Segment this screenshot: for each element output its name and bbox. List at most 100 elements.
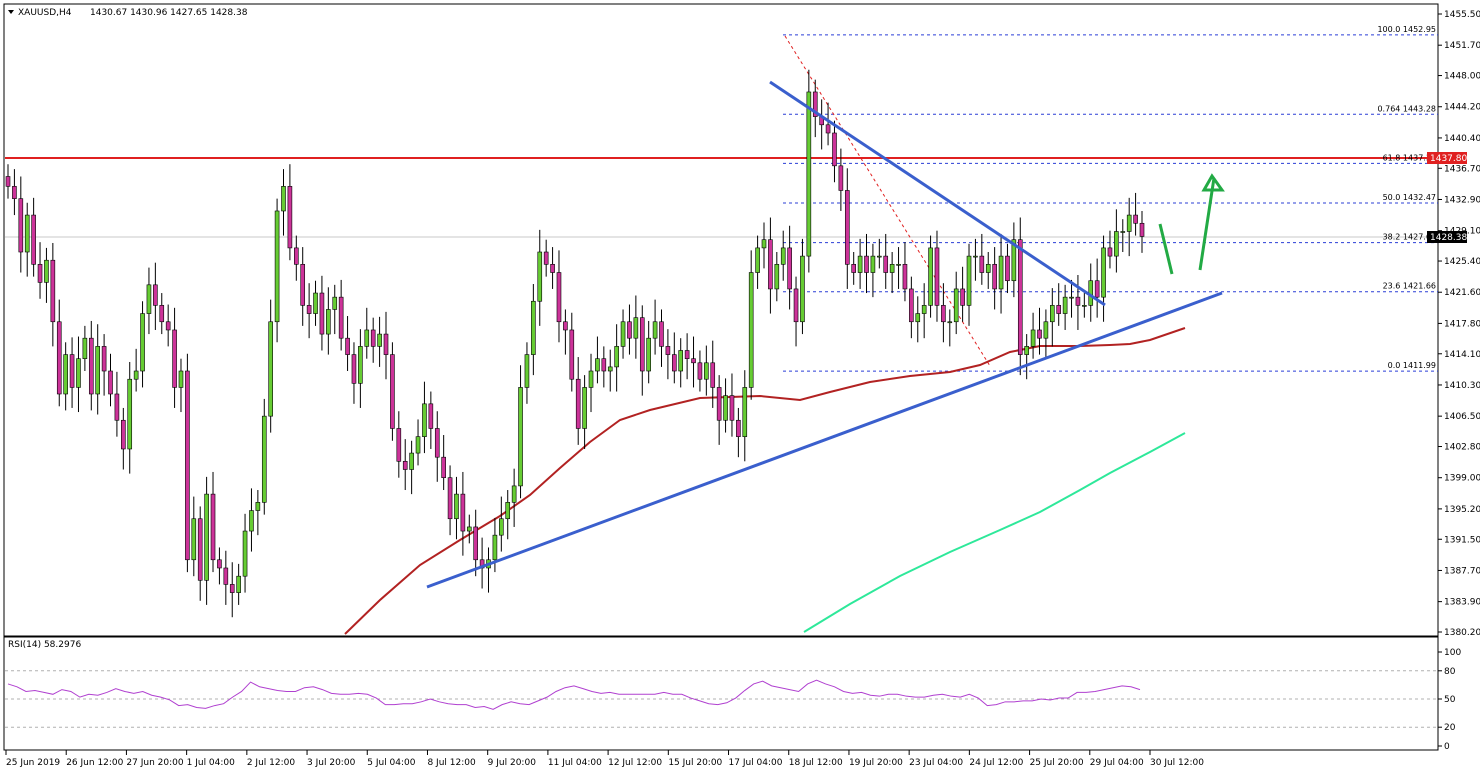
price-axis: 1455.50 1451.70 1448.00 1444.20 1440.40 1436.… — [1438, 10, 1480, 638]
dropdown-triangle-icon[interactable] — [8, 10, 14, 14]
rsi-tick-label: 80 — [1444, 667, 1456, 677]
time-tick-label: 3 Jul 20:00 — [307, 758, 356, 768]
trendline — [426, 291, 1223, 589]
candle-bullish — [1101, 247, 1106, 298]
price-tick-label: 1448.00 — [1444, 72, 1480, 82]
candle-bullish — [364, 329, 370, 347]
candle-bearish — [402, 460, 408, 470]
price-tick-label: 1417.80 — [1444, 319, 1480, 329]
price-tick-label: 1414.10 — [1444, 350, 1480, 360]
price-tick-label: 1383.90 — [1444, 598, 1480, 608]
candle-bullish — [261, 415, 267, 503]
time-tick-label: 9 Jul 20:00 — [488, 758, 537, 768]
price-tick-label: 1455.50 — [1444, 10, 1480, 20]
fib-level-label: 0.764 1443.28 — [1377, 104, 1436, 113]
candle-bullish — [242, 530, 248, 577]
symbol-label: XAUUSD,H4 — [18, 8, 72, 18]
candle-bearish — [153, 284, 158, 306]
candle-bullish — [915, 313, 921, 323]
candle-bearish — [1133, 214, 1138, 224]
candle-bullish — [1126, 214, 1132, 232]
candle-bullish — [588, 370, 594, 388]
candle-bearish — [768, 239, 773, 290]
resistance-price-tag-bg — [1427, 152, 1467, 164]
candle-bullish — [358, 346, 363, 384]
candle-bullish — [806, 91, 812, 257]
candle-bullish — [607, 366, 613, 372]
candle-bearish — [447, 477, 453, 520]
resistance-price-tag: 1437.80 — [1430, 154, 1467, 164]
fib-level-label: 100.0 1452.95 — [1377, 25, 1436, 34]
price-tick-label: 1402.80 — [1444, 443, 1480, 453]
candle-bullish — [95, 346, 100, 395]
candle-bearish — [460, 493, 466, 532]
candle-bullish — [633, 317, 639, 339]
candle-bearish — [1094, 280, 1100, 298]
candle-bearish — [229, 584, 235, 593]
candle-bullish — [742, 387, 748, 437]
candle-bearish — [69, 354, 75, 388]
time-tick-label: 1 Jul 04:00 — [187, 758, 236, 768]
candle-bullish — [140, 313, 145, 372]
time-tick-label: 12 Jul 12:00 — [608, 758, 662, 768]
candle-bullish — [646, 337, 651, 372]
candle-bullish — [377, 333, 382, 347]
candle-bearish — [383, 333, 389, 355]
candle-bearish — [319, 292, 325, 335]
candle-bullish — [332, 296, 338, 310]
candle-bullish — [723, 395, 728, 421]
candle-bearish — [691, 358, 696, 364]
candle-bullish — [800, 255, 805, 323]
candle-bullish — [921, 305, 927, 314]
trendline — [769, 80, 1106, 307]
time-tick-label: 27 Jun 20:00 — [126, 758, 183, 768]
candle-bearish — [556, 272, 562, 323]
candle-bearish — [934, 247, 940, 306]
candle-bullish — [582, 387, 587, 429]
candle-bearish — [345, 337, 350, 355]
candle-bearish — [716, 387, 722, 421]
candle-bearish — [659, 321, 664, 347]
candle-bearish — [217, 559, 222, 569]
candle-bullish — [780, 247, 786, 265]
price-tick-label: 1410.30 — [1444, 381, 1480, 391]
candle-bearish — [992, 264, 997, 290]
candle-bearish — [569, 329, 575, 380]
rsi-tick-label: 0 — [1444, 742, 1450, 752]
candle-bullish — [204, 493, 209, 581]
candle-bearish — [787, 247, 792, 290]
ma-long-line — [803, 432, 1186, 633]
price-tick-label: 1399.00 — [1444, 474, 1480, 484]
candle-bullish — [1069, 296, 1074, 299]
candle-bearish — [210, 493, 216, 561]
candle-bearish — [543, 251, 549, 265]
candle-bullish — [1114, 231, 1119, 257]
candle-bullish — [268, 321, 273, 417]
candle-bearish — [287, 186, 293, 249]
candle-bullish — [1050, 305, 1055, 323]
candle-bullish — [524, 354, 530, 388]
candle-bearish — [864, 255, 869, 273]
candle-bullish — [133, 370, 139, 380]
trendlines[interactable] — [426, 80, 1223, 589]
candle-bearish — [838, 165, 844, 191]
candle-bullish — [236, 575, 241, 593]
candle-bullish — [518, 387, 523, 487]
rsi-tick-label: 100 — [1444, 648, 1461, 658]
candle-bearish — [1139, 222, 1145, 237]
candle-bearish — [575, 378, 581, 429]
candle-bearish — [941, 305, 946, 323]
time-tick-label: 23 Jul 04:00 — [909, 758, 963, 768]
time-tick-label: 5 Jul 04:00 — [367, 758, 416, 768]
candle-bearish — [390, 354, 395, 429]
candle-bearish — [37, 264, 43, 283]
price-tick-label: 1387.70 — [1444, 566, 1480, 576]
price-tick-label: 1425.40 — [1444, 257, 1480, 267]
time-tick-label: 19 Jul 20:00 — [849, 758, 903, 768]
candle-bearish — [338, 296, 344, 339]
candle-bullish — [614, 346, 619, 368]
last-price-tag-bg — [1427, 231, 1467, 243]
rsi-tick-label: 50 — [1444, 695, 1456, 705]
candle-bearish — [697, 362, 703, 380]
